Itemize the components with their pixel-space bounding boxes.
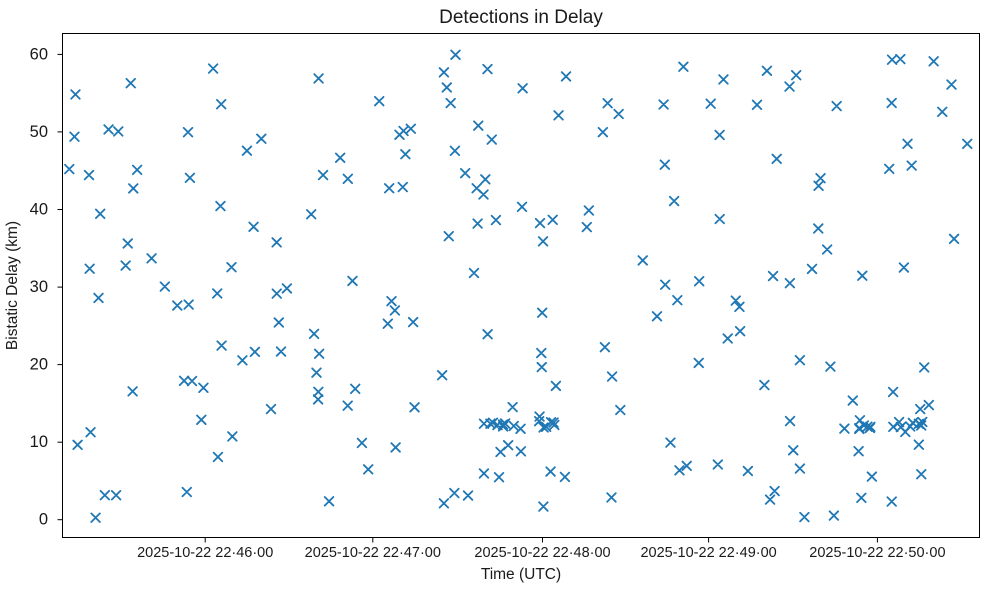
svg-text:30: 30	[30, 278, 48, 296]
svg-text:2025-10-22 22·49·00: 2025-10-22 22·49·00	[640, 545, 776, 561]
svg-text:Time (UTC): Time (UTC)	[481, 566, 561, 583]
svg-text:20: 20	[30, 356, 48, 374]
svg-text:2025-10-22 22·47·00: 2025-10-22 22·47·00	[305, 545, 441, 561]
svg-text:2025-10-22 22·50·00: 2025-10-22 22·50·00	[809, 545, 945, 561]
svg-text:2025-10-22 22·48·00: 2025-10-22 22·48·00	[474, 545, 610, 561]
svg-text:60: 60	[30, 45, 48, 63]
svg-text:2025-10-22 22·46·00: 2025-10-22 22·46·00	[137, 545, 273, 561]
svg-text:0: 0	[39, 511, 48, 529]
svg-text:Detections in Delay: Detections in Delay	[439, 7, 603, 28]
svg-text:40: 40	[30, 201, 48, 219]
svg-text:50: 50	[30, 123, 48, 141]
svg-text:Bistatic Delay (km): Bistatic Delay (km)	[4, 221, 21, 350]
svg-text:10: 10	[30, 433, 48, 451]
